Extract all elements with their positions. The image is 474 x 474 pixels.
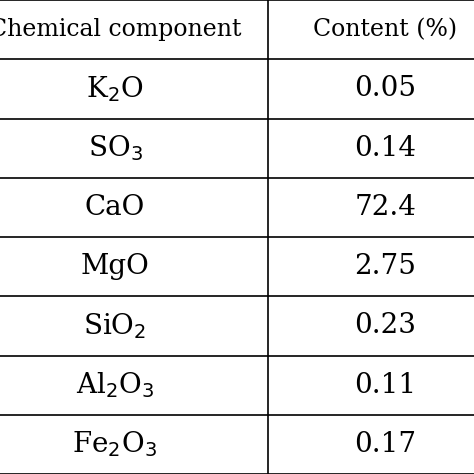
Text: Chemical component: Chemical component <box>0 18 241 41</box>
Text: 0.05: 0.05 <box>354 75 416 102</box>
Text: 72.4: 72.4 <box>354 194 416 221</box>
Text: 0.17: 0.17 <box>354 431 416 458</box>
Text: MgO: MgO <box>81 253 149 280</box>
Text: SO$_3$: SO$_3$ <box>88 133 142 163</box>
Text: 0.11: 0.11 <box>354 372 416 399</box>
Text: 0.23: 0.23 <box>354 312 416 339</box>
Text: K$_2$O: K$_2$O <box>86 74 144 104</box>
Text: SiO$_2$: SiO$_2$ <box>83 311 146 341</box>
Text: Al$_2$O$_3$: Al$_2$O$_3$ <box>76 370 154 400</box>
Text: CaO: CaO <box>85 194 145 221</box>
Text: 0.14: 0.14 <box>354 135 416 162</box>
Text: Content (%): Content (%) <box>313 18 457 41</box>
Text: 2.75: 2.75 <box>354 253 416 280</box>
Text: Fe$_2$O$_3$: Fe$_2$O$_3$ <box>73 429 157 459</box>
